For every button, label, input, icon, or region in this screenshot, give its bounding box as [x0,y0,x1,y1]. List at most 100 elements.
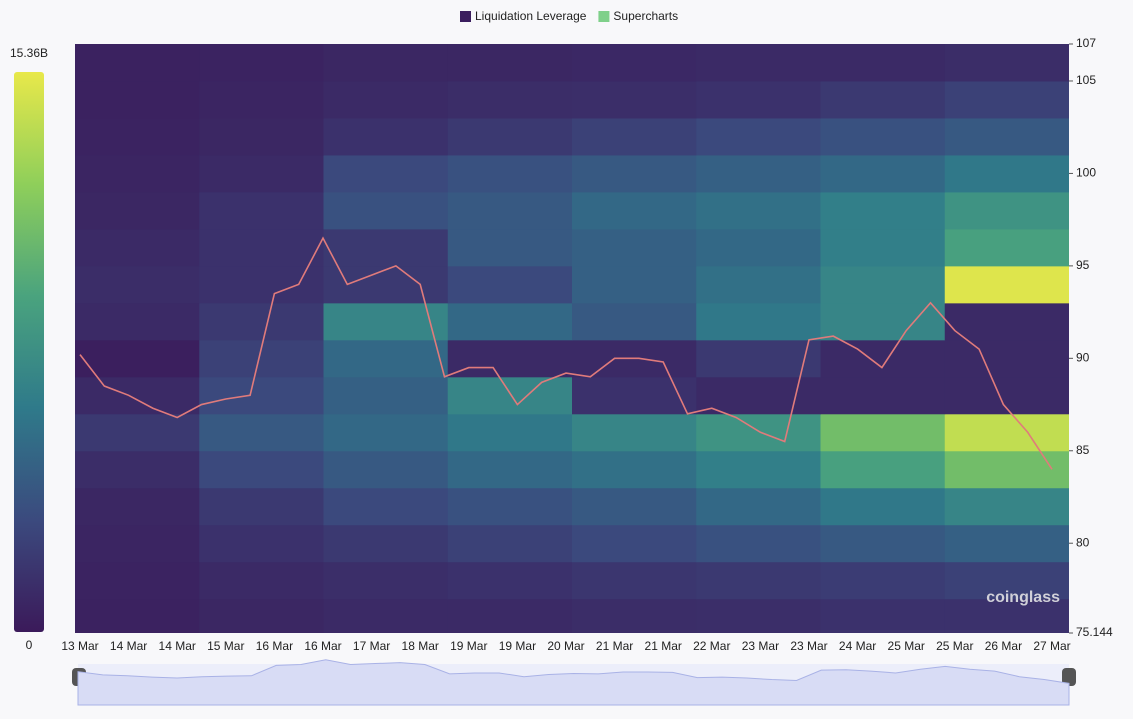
heat-cell [323,191,449,230]
heat-cell [944,598,1069,633]
heat-cell [944,191,1069,230]
heat-cell [696,376,821,415]
heat-cell [447,598,573,633]
heat-cell [447,191,573,230]
heat-cell [820,598,946,633]
heat-cell [323,339,449,378]
y-tick-label: 75.144 [1076,625,1113,639]
heat-cell [572,561,697,600]
heat-cell [447,302,573,341]
x-tick-label: 15 Mar [207,639,244,653]
heat-cell [199,191,324,230]
x-tick-label: 21 Mar [596,639,633,653]
y-tick-label: 100 [1076,166,1096,180]
heat-cell [944,450,1069,489]
x-tick-label: 23 Mar [742,639,779,653]
heat-cell [75,413,200,452]
legend-label: Liquidation Leverage [475,9,587,23]
x-tick-label: 24 Mar [839,639,876,653]
heat-cell [944,413,1069,452]
legend-swatch [598,11,610,22]
heat-cell [944,228,1069,267]
heat-cell [75,117,200,156]
x-tick-label: 19 Mar [450,639,487,653]
heat-cell [75,80,200,119]
x-tick-label: 16 Mar [256,639,293,653]
x-tick-label: 14 Mar [159,639,196,653]
x-tick-label: 19 Mar [499,639,536,653]
heat-cell [696,80,821,119]
heat-cell [323,450,449,489]
heatmap [75,44,1069,633]
heat-cell [820,413,946,452]
x-tick-label: 13 Mar [61,639,98,653]
heat-cell [323,154,449,193]
heat-cell [572,228,697,267]
heat-cell [75,191,200,230]
heat-cell [944,487,1069,526]
heat-cell [696,450,821,489]
heat-cell [572,413,697,452]
heat-cell [199,487,324,526]
y-tick-label: 105 [1076,73,1096,87]
heat-cell [75,561,200,600]
heat-cell [820,228,946,267]
heat-cell [944,524,1069,563]
navigator-handle[interactable] [1062,668,1076,686]
heat-cell [572,302,697,341]
heat-cell [447,524,573,563]
heat-cell [447,265,573,304]
heat-cell [447,561,573,600]
heat-cell [820,524,946,563]
heat-cell [447,376,573,415]
price-line [79,236,1053,470]
heat-cell [820,487,946,526]
heat-cell [75,154,200,193]
heat-cell [199,302,324,341]
heat-cell [944,80,1069,119]
x-tick-label: 22 Mar [693,639,730,653]
heat-cell [696,487,821,526]
heat-cell [944,117,1069,156]
heat-cell [572,450,697,489]
heat-cell [75,339,200,378]
colorbar-label: 15.36B [10,46,48,60]
heat-cell [199,598,324,633]
x-tick-label: 20 Mar [547,639,584,653]
heat-cell [75,228,200,267]
heat-cell [572,265,697,304]
heat-cell [696,44,821,82]
heat-cell [199,450,324,489]
heat-cell [572,524,697,563]
heat-cell [323,376,449,415]
heat-cell [323,524,449,563]
heat-cell [572,80,697,119]
x-tick-label: 21 Mar [645,639,682,653]
x-tick-label: 14 Mar [110,639,147,653]
heat-cell [696,191,821,230]
heat-cell [944,265,1069,304]
x-tick-label: 25 Mar [888,639,925,653]
heat-cell [323,80,449,119]
heat-cell [447,154,573,193]
x-tick-label: 18 Mar [402,639,439,653]
heat-cell [75,524,200,563]
heat-cell [199,376,324,415]
heat-cell [696,302,821,341]
y-tick-label: 95 [1076,258,1090,272]
heat-cell [944,154,1069,193]
heat-cell [199,228,324,267]
heat-cell [199,413,324,452]
heat-cell [944,302,1069,341]
heat-cell [820,376,946,415]
heat-cell [323,487,449,526]
heat-cell [944,339,1069,378]
y-tick-label: 85 [1076,443,1090,457]
y-tick-label: 107 [1076,36,1096,50]
heat-cell [572,191,697,230]
heat-cell [75,376,200,415]
heat-cell [944,561,1069,600]
heat-cell [572,598,697,633]
heat-cell [199,80,324,119]
